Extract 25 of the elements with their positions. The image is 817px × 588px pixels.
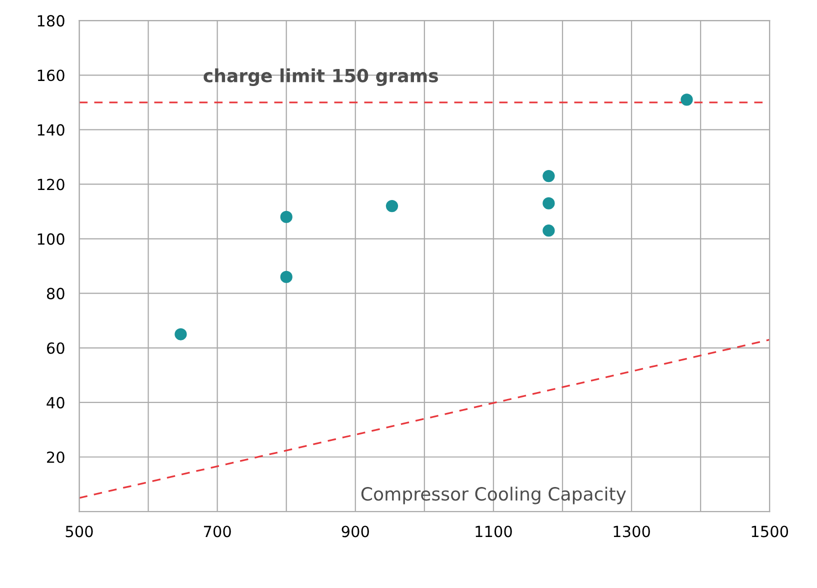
ref-line-label: charge limit 150 grams — [204, 68, 438, 86]
y-tick-label: 60 — [46, 342, 64, 354]
x-axis-title: Compressor Cooling Capacity — [361, 486, 626, 504]
point — [542, 224, 555, 237]
y-tick-label: 40 — [46, 396, 64, 408]
point — [280, 270, 292, 284]
point — [386, 200, 398, 212]
x-tick-label: 700 — [204, 526, 231, 538]
y-tick-label: 140 — [38, 124, 64, 136]
point — [174, 328, 187, 340]
y-tick-label: 80 — [46, 288, 64, 300]
x-tick-label: 1300 — [614, 526, 650, 538]
y-tick-label: 100 — [38, 233, 64, 245]
x-tick-label: 900 — [342, 526, 369, 538]
point — [680, 94, 693, 106]
y-tick-label: 120 — [38, 178, 64, 190]
point — [542, 170, 555, 182]
y-tick-label: 20 — [47, 451, 64, 464]
x-tick-label: 500 — [66, 526, 93, 538]
x-tick-label: 1500 — [752, 526, 788, 538]
y-tick-label: 180 — [38, 15, 64, 27]
x-tick-label: 1100 — [476, 526, 512, 538]
point — [542, 197, 555, 210]
point — [280, 210, 292, 224]
y-tick-label: 160 — [38, 70, 64, 82]
